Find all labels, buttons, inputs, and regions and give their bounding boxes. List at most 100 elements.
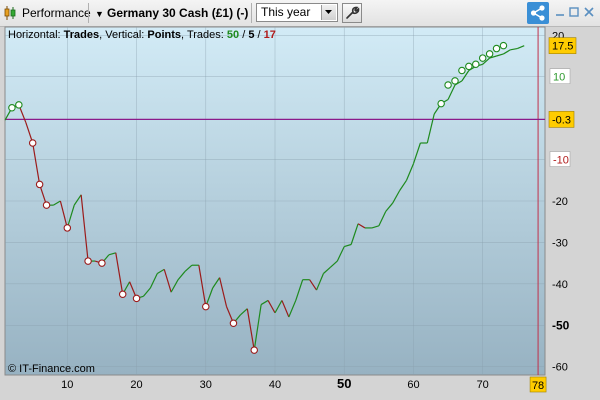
- instrument-selector[interactable]: Germany 30 Cash (£1) (-): [107, 6, 249, 20]
- equity-line-segment: [461, 70, 470, 82]
- close-button[interactable]: [582, 5, 596, 19]
- trade-marker[interactable]: [28, 139, 37, 147]
- trades-separator: /: [239, 29, 249, 41]
- wrench-icon: [346, 6, 360, 19]
- trades-losing: 17: [263, 29, 276, 41]
- y-tick-label: 10: [553, 72, 565, 84]
- y-tick-label: -60: [552, 362, 568, 374]
- equity-line-segment: [184, 264, 193, 272]
- horizontal-axis-label: Horizontal:: [8, 29, 64, 41]
- y-tick-label: -50: [552, 318, 570, 332]
- equity-line-segment: [170, 279, 179, 293]
- trade-marker[interactable]: [42, 201, 51, 209]
- equity-line-segment: [219, 277, 228, 307]
- y-tick-label: -10: [553, 155, 569, 167]
- trade-marker[interactable]: [229, 319, 238, 327]
- trade-marker[interactable]: [451, 77, 459, 85]
- trade-marker[interactable]: [98, 259, 106, 267]
- x-end-badge: [529, 376, 547, 393]
- trade-marker[interactable]: [458, 66, 466, 75]
- share-icon: [530, 5, 545, 21]
- candlestick-icon: [4, 6, 16, 20]
- maximize-button[interactable]: [567, 5, 581, 19]
- gridlines: [5, 27, 545, 375]
- settings-wrench-button[interactable]: [342, 3, 362, 23]
- trade-marker[interactable]: [437, 99, 445, 108]
- equity-line-segment: [163, 269, 172, 293]
- y-tick-label: -40: [552, 279, 568, 291]
- equity-line-segment: [412, 142, 421, 164]
- trade-marker[interactable]: [132, 294, 141, 303]
- equity-line-segment: [53, 200, 61, 206]
- equity-line-segment: [177, 271, 186, 281]
- trade-marker[interactable]: [202, 302, 210, 311]
- chevron-down-icon[interactable]: ▼: [95, 9, 104, 19]
- equity-line-segment: [73, 194, 82, 206]
- copyright-label: © IT-Finance.com: [8, 363, 95, 375]
- x-tick-label: 20: [130, 379, 142, 391]
- equity-line-segment: [267, 300, 276, 314]
- period-dropdown-button[interactable]: [321, 5, 336, 20]
- y-tick-box: [549, 151, 571, 167]
- performance-chart: 10 20 30 40 50 60 70 782010-10-20-30-40-50-6017…: [4, 26, 577, 393]
- equity-line-segment: [59, 200, 68, 229]
- trade-marker[interactable]: [499, 41, 508, 50]
- close-icon: [584, 7, 594, 17]
- trade-marker[interactable]: [485, 50, 494, 58]
- equity-line-segment: [295, 279, 304, 301]
- toolbar-separator: [88, 3, 89, 23]
- toolbar-separator: [251, 3, 252, 23]
- performance-menu[interactable]: Performance: [22, 6, 91, 20]
- trade-marker[interactable]: [35, 180, 44, 189]
- trade-marker[interactable]: [118, 290, 127, 298]
- trade-marker[interactable]: [250, 346, 258, 354]
- equity-line-segment: [392, 190, 401, 204]
- equity-line-segment: [239, 308, 248, 316]
- trade-marker[interactable]: [465, 62, 473, 71]
- x-end-label: 78: [532, 380, 544, 392]
- trade-marker[interactable]: [492, 44, 501, 53]
- trade-marker[interactable]: [15, 101, 23, 109]
- equity-line-segment: [357, 223, 366, 229]
- trade-marker[interactable]: [84, 257, 92, 265]
- equity-line-segment: [378, 211, 387, 227]
- share-button[interactable]: [527, 2, 549, 24]
- chart-header: Horizontal: Trades, Vertical: Points, Tr…: [8, 29, 276, 41]
- equity-line-segment: [329, 260, 338, 268]
- x-tick-label: 50: [337, 376, 351, 391]
- equity-line-segment: [253, 304, 262, 351]
- equity-line-segment: [309, 279, 318, 291]
- equity-line-segment: [350, 223, 359, 245]
- maximize-icon: [569, 7, 579, 17]
- equity-line-segment: [517, 45, 525, 50]
- zero-value-badge: [548, 111, 575, 128]
- trade-marker[interactable]: [472, 60, 480, 69]
- y-tick-box: [549, 68, 571, 84]
- trade-marker[interactable]: [478, 54, 487, 62]
- trade-marker[interactable]: [8, 104, 16, 112]
- equity-line-segment: [115, 252, 124, 295]
- equity-line-segment: [447, 84, 456, 100]
- current-value-badge: [548, 37, 577, 54]
- equity-line-segment: [510, 47, 518, 51]
- minimize-icon: [556, 14, 564, 16]
- equity-line-segment: [32, 142, 41, 185]
- equity-line-segment: [149, 273, 158, 289]
- y-tick-label: -20: [552, 196, 568, 208]
- equity-line-segment: [426, 113, 435, 144]
- trade-marker[interactable]: [444, 81, 452, 89]
- equity-line-segment: [315, 273, 325, 291]
- period-select[interactable]: This year: [256, 3, 338, 22]
- equity-line-segment: [482, 57, 491, 65]
- equity-line-segment: [399, 179, 408, 191]
- equity-line-segment: [198, 265, 207, 307]
- trades-label: , Trades:: [181, 29, 227, 41]
- minimize-button[interactable]: [553, 5, 567, 19]
- equity-line-segment: [385, 202, 394, 212]
- current-value-label: 17.5: [552, 41, 573, 53]
- equity-line-segment: [503, 49, 511, 55]
- equity-line-segment: [212, 277, 221, 289]
- equity-line-segment: [405, 163, 415, 181]
- trade-marker[interactable]: [63, 224, 72, 232]
- equity-line-segment: [371, 225, 380, 229]
